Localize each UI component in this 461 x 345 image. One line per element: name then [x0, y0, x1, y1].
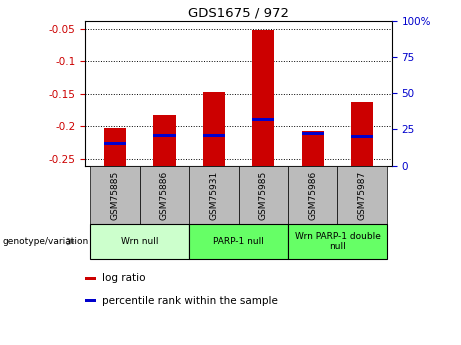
Bar — [90, 224, 189, 259]
Bar — [104, 142, 126, 146]
Bar — [203, 92, 225, 166]
Bar — [85, 299, 96, 302]
Text: GSM75987: GSM75987 — [358, 170, 366, 219]
Bar — [189, 166, 239, 224]
Bar — [337, 166, 387, 224]
Bar — [351, 102, 373, 166]
Bar — [189, 224, 288, 259]
Text: GSM75985: GSM75985 — [259, 170, 268, 219]
Text: GSM75931: GSM75931 — [209, 170, 219, 219]
Bar — [288, 166, 337, 224]
Bar — [239, 166, 288, 224]
Bar — [153, 134, 176, 137]
Bar — [85, 277, 96, 280]
Bar — [252, 30, 274, 166]
Title: GDS1675 / 972: GDS1675 / 972 — [188, 7, 289, 20]
Bar — [203, 134, 225, 137]
Bar — [140, 166, 189, 224]
Bar — [301, 131, 324, 166]
Text: percentile rank within the sample: percentile rank within the sample — [102, 296, 278, 306]
Bar — [104, 128, 126, 166]
Bar — [252, 118, 274, 121]
Bar — [153, 115, 176, 166]
Bar — [351, 135, 373, 138]
Text: Wrn PARP-1 double
null: Wrn PARP-1 double null — [295, 232, 380, 251]
Text: GSM75885: GSM75885 — [111, 170, 119, 219]
Text: GSM75886: GSM75886 — [160, 170, 169, 219]
Bar — [90, 166, 140, 224]
Text: GSM75986: GSM75986 — [308, 170, 317, 219]
Text: genotype/variation: genotype/variation — [2, 237, 89, 246]
Bar — [288, 224, 387, 259]
Text: log ratio: log ratio — [102, 273, 146, 283]
Text: PARP-1 null: PARP-1 null — [213, 237, 264, 246]
Text: Wrn null: Wrn null — [121, 237, 159, 246]
Bar — [301, 132, 324, 135]
